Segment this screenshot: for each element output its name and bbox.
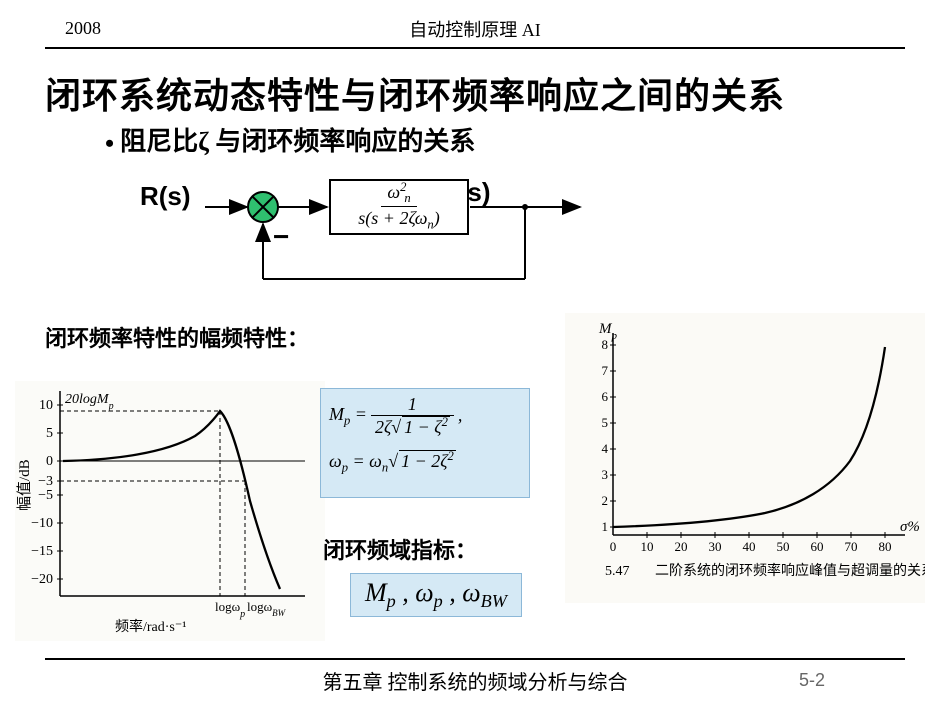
bode-chart: 10 5 0 −3 −5 −10 −15 −20 幅值/dB: [15, 381, 325, 641]
svg-text:10: 10: [641, 539, 654, 554]
svg-text:10: 10: [39, 398, 53, 413]
svg-text:60: 60: [811, 539, 824, 554]
svg-text:70: 70: [845, 539, 858, 554]
svg-text:0: 0: [46, 454, 53, 469]
header-course: 自动控制原理 AI: [409, 16, 541, 42]
footer-chapter: 第五章 控制系统的频域分析与综合: [323, 666, 628, 695]
block-diagram: R(s) C(s) ω2n: [45, 169, 905, 319]
svg-text:频率/rad·s⁻¹: 频率/rad·s⁻¹: [115, 618, 186, 635]
svg-text:5: 5: [602, 415, 609, 430]
header-year: 2008: [65, 18, 101, 39]
svg-text:−20: −20: [31, 572, 53, 587]
svg-text:−15: −15: [31, 544, 53, 559]
formula-box: Mp = 1 2ζ√1 − ζ2 , ωp = ωn√1 − 2ζ2: [320, 388, 530, 498]
svg-text:幅值/dB: 幅值/dB: [16, 459, 33, 511]
page-subtitle: 阻尼比ζ 与闭环频率响应的关系: [105, 121, 905, 159]
svg-text:−10: −10: [31, 516, 53, 531]
svg-text:6: 6: [602, 389, 609, 404]
svg-text:30: 30: [709, 539, 722, 554]
tf-denominator: s(s + 2ζωn): [354, 207, 443, 233]
indicator-box: Mp , ωp , ωBW: [350, 573, 522, 617]
svg-text:80: 80: [879, 539, 892, 554]
tf-numerator: ω2n: [381, 181, 416, 207]
svg-text:4: 4: [602, 441, 609, 456]
svg-text:0: 0: [610, 539, 617, 554]
svg-text:20: 20: [675, 539, 688, 554]
svg-text:40: 40: [743, 539, 756, 554]
top-rule: [45, 47, 905, 49]
svg-text:50: 50: [777, 539, 790, 554]
svg-text:−3: −3: [38, 474, 53, 489]
svg-text:5.47: 5.47: [605, 564, 630, 579]
minus-sign: −: [273, 221, 289, 253]
footer-page: 5-2: [799, 670, 825, 691]
svg-text:3: 3: [602, 467, 609, 482]
mp-chart-svg: 1 2 3 4 5 6 7 8 Mp: [565, 313, 925, 603]
mp-chart: 1 2 3 4 5 6 7 8 Mp: [565, 313, 925, 583]
svg-text:2: 2: [602, 493, 609, 508]
svg-text:5: 5: [46, 426, 53, 441]
svg-text:σ%: σ%: [900, 519, 920, 535]
freq-indicator-label: 闭环频域指标：: [323, 533, 477, 565]
transfer-function-box: ω2n s(s + 2ζωn): [329, 179, 469, 235]
header-row: 2008 自动控制原理 AI: [45, 18, 905, 45]
bode-chart-svg: 10 5 0 −3 −5 −10 −15 −20 幅值/dB: [15, 381, 325, 641]
svg-text:1: 1: [602, 519, 609, 534]
footer: 第五章 控制系统的频域分析与综合 5-2: [45, 658, 905, 695]
svg-text:二阶系统的闭环频率响应峰值与超调量的关系: 二阶系统的闭环频率响应峰值与超调量的关系: [655, 562, 925, 579]
page-title: 闭环系统动态特性与闭环频率响应之间的关系: [45, 67, 905, 119]
svg-text:8: 8: [602, 337, 609, 352]
svg-text:−5: −5: [38, 488, 53, 503]
svg-text:7: 7: [602, 363, 609, 378]
input-label: R(s): [140, 181, 191, 212]
